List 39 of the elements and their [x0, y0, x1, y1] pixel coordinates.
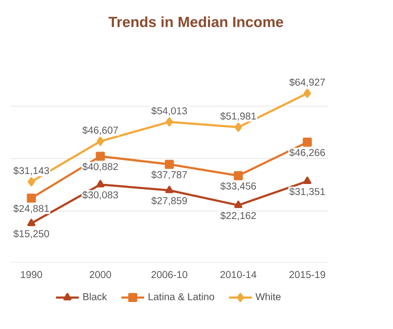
point	[303, 176, 312, 184]
data-label: $22,162	[220, 212, 256, 220]
data-label: $24,881	[13, 204, 49, 214]
point	[26, 194, 36, 203]
data-label: $33,456	[220, 182, 256, 191]
data-label: $31,143	[13, 166, 49, 176]
x-tick-label: 1990	[20, 271, 42, 278]
data-label: $46,266	[289, 148, 325, 158]
point	[302, 138, 312, 147]
x-tick-label: 2006-10	[151, 271, 188, 278]
x-tick-label: 2015-19	[289, 271, 326, 278]
data-label: $51,981	[220, 112, 256, 121]
legend-label: White	[256, 292, 281, 300]
data-label: $40,882	[82, 162, 118, 172]
point	[304, 88, 311, 98]
point	[28, 177, 36, 186]
x-tick-label: 2010-14	[220, 271, 256, 278]
legend-label: Latina & Latino	[148, 292, 214, 300]
point	[234, 122, 242, 132]
point	[96, 180, 104, 188]
data-label: $64,927	[289, 78, 325, 87]
data-label: $37,787	[151, 170, 187, 180]
data-label: $15,250	[13, 230, 50, 238]
point	[96, 152, 105, 161]
data-label: $54,013	[151, 106, 187, 116]
data-label: $31,351	[289, 188, 325, 196]
point	[96, 136, 104, 146]
point	[166, 117, 174, 126]
point	[165, 186, 174, 194]
point	[234, 171, 243, 180]
legend-label: Black	[83, 292, 107, 300]
data-label: $30,083	[82, 190, 118, 200]
point	[234, 200, 242, 208]
x-tick-label: 2000	[90, 271, 112, 278]
data-label: $46,607	[82, 126, 118, 135]
data-label: $27,859	[151, 196, 187, 206]
chart-title: Trends in Median Income	[108, 16, 284, 28]
point	[27, 218, 36, 226]
point	[164, 160, 174, 169]
